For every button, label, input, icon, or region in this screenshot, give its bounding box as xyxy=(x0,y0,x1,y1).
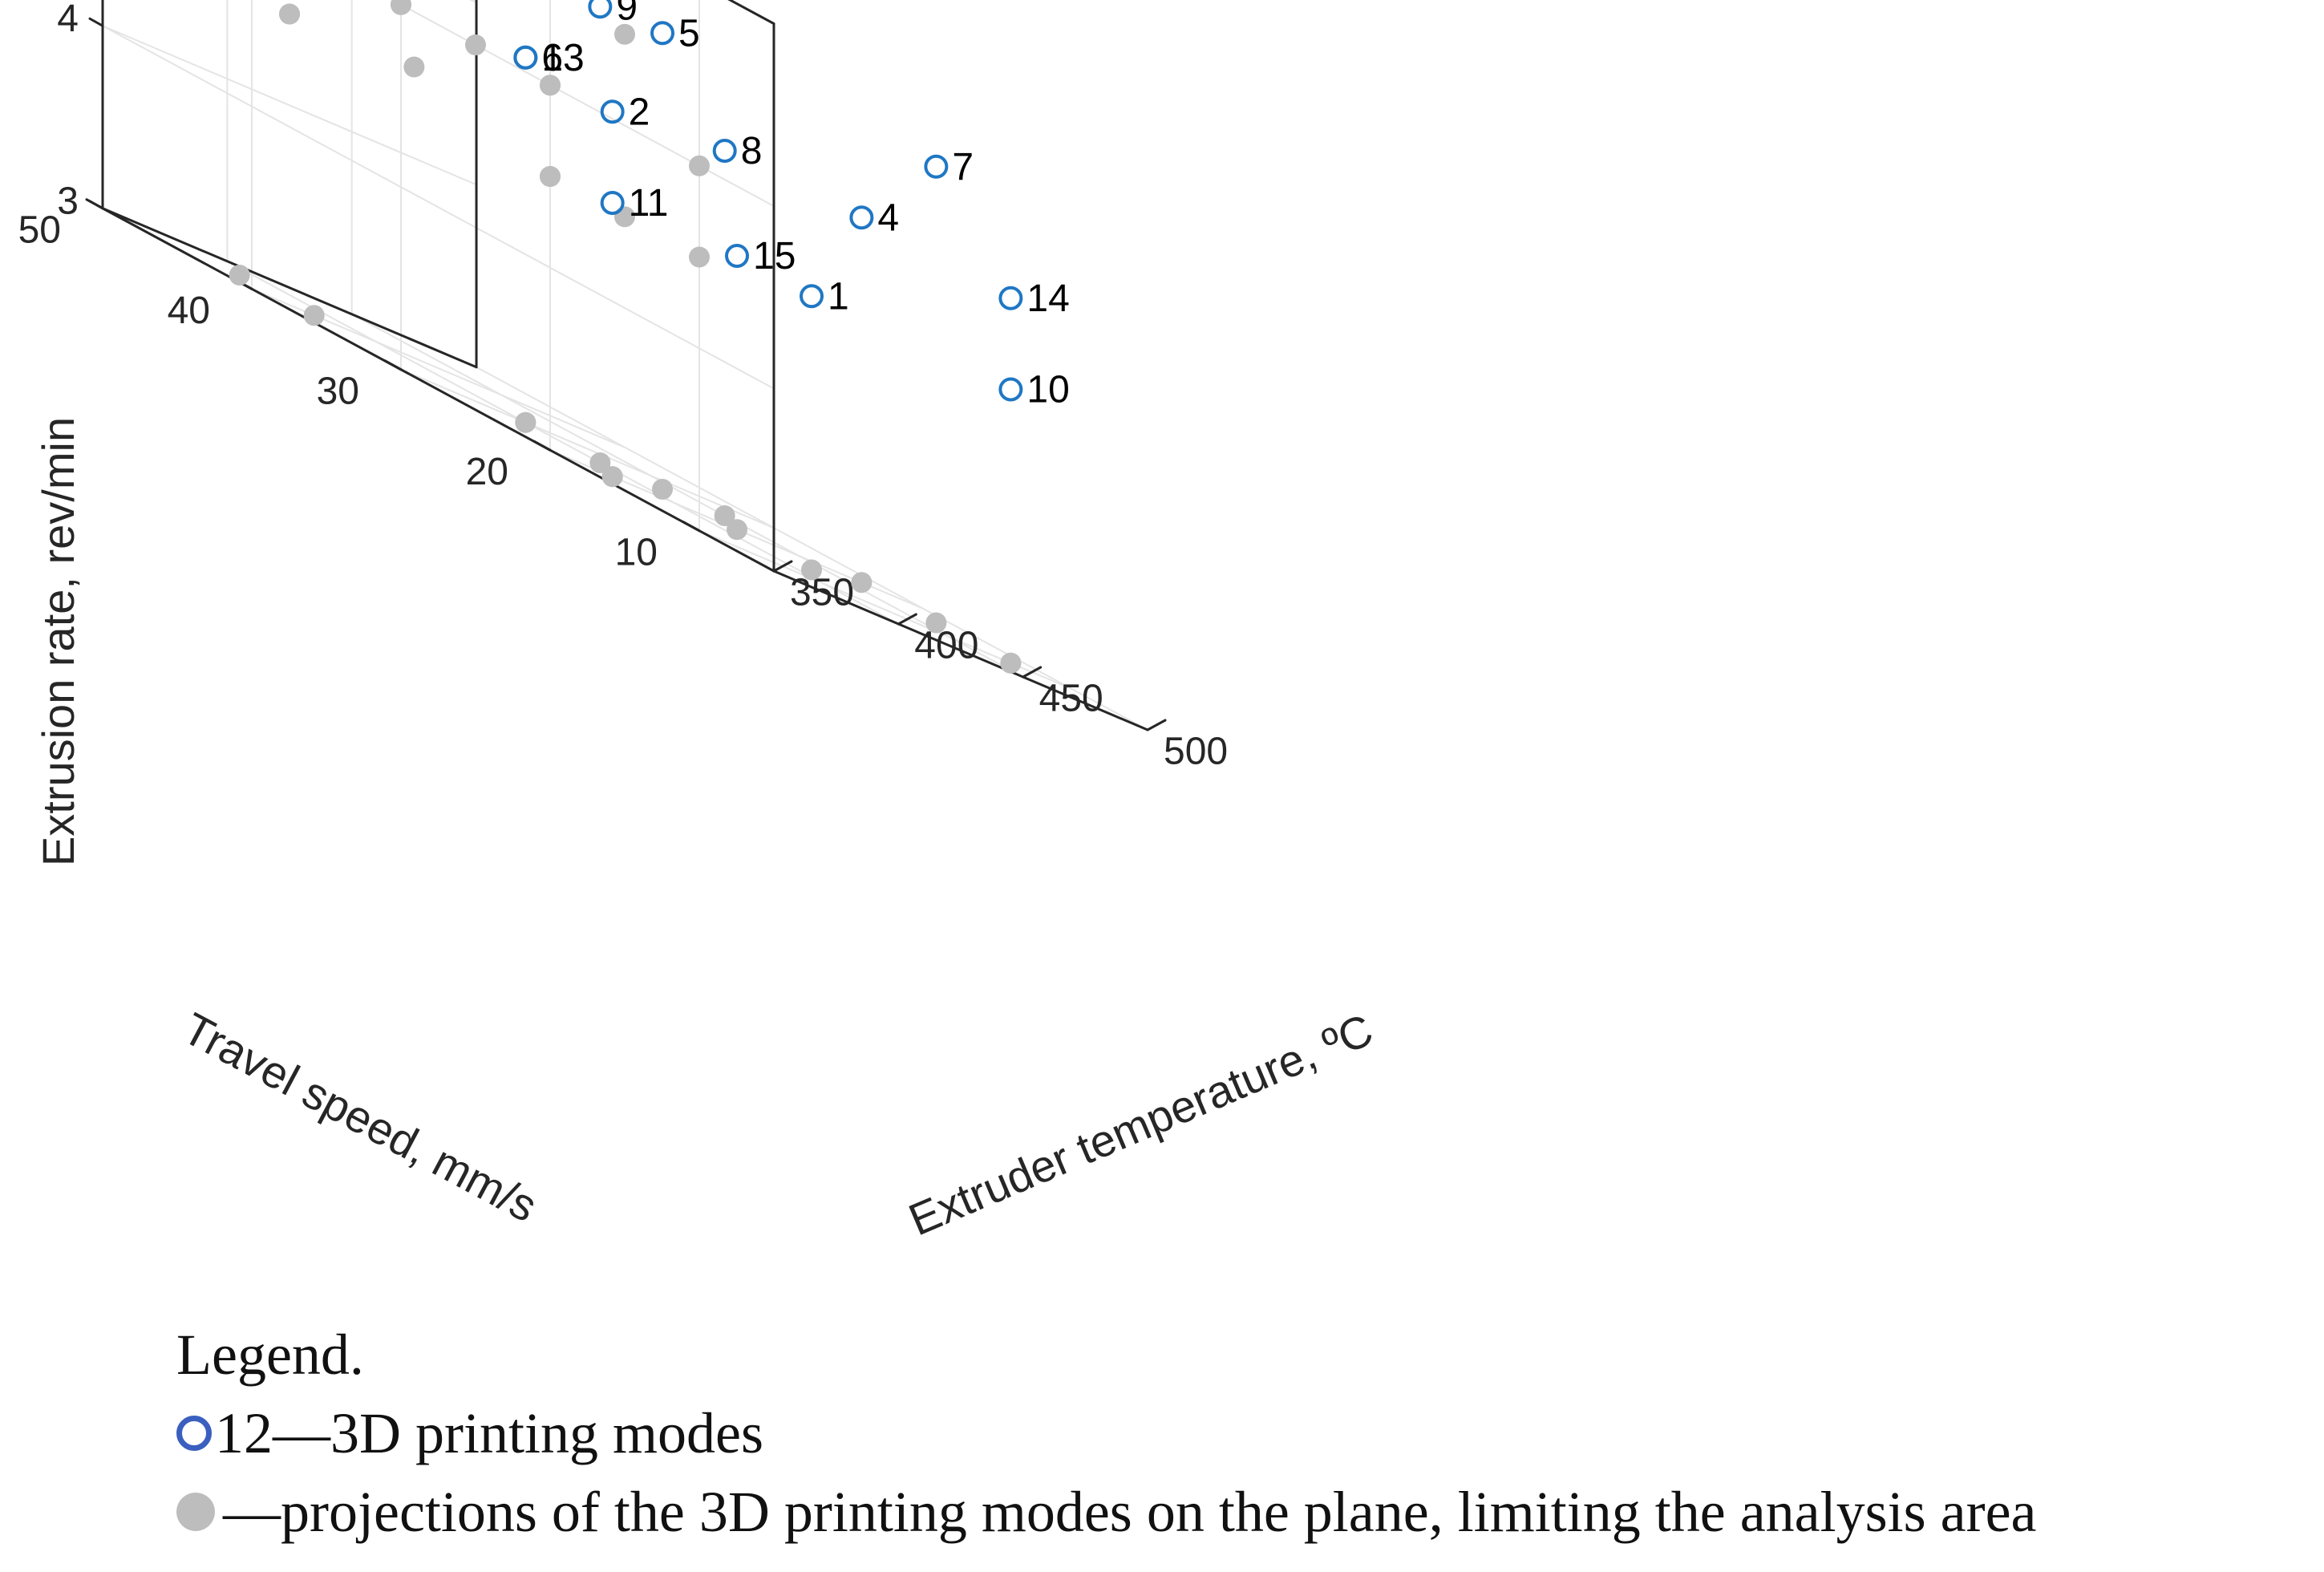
legend-title: Legend. xyxy=(176,1323,364,1387)
projection-point xyxy=(689,155,710,176)
projection-point xyxy=(851,572,873,594)
z-tick-label: 3 xyxy=(57,180,79,222)
grid-line xyxy=(400,368,776,529)
grid-line xyxy=(476,366,1149,731)
x-tick-mark xyxy=(1022,666,1043,679)
grid-line xyxy=(102,25,775,390)
legend-projections-row: —projections of the 3D printing modes on… xyxy=(176,1473,2037,1551)
mode-point xyxy=(600,99,625,124)
mode-point xyxy=(600,191,625,215)
axis-box-edge xyxy=(727,0,775,25)
x-tick-label: 450 xyxy=(1039,678,1103,720)
mode-point-label: 5 xyxy=(678,12,700,55)
y-tick-label: 20 xyxy=(466,451,508,493)
filled-circle-icon xyxy=(176,1493,215,1531)
mode-point-label: 1 xyxy=(828,275,849,318)
z-axis-title: Extrusion rate, rev/min xyxy=(33,417,83,866)
mode-point xyxy=(849,205,874,230)
mode-point xyxy=(924,154,949,179)
mode-point xyxy=(998,377,1023,402)
projection-point xyxy=(727,519,748,541)
x-tick-label: 400 xyxy=(914,625,978,667)
projection-point xyxy=(515,411,536,433)
open-circle-icon xyxy=(176,1416,212,1451)
y-tick-label: 10 xyxy=(615,531,658,573)
legend-title-row: Legend. xyxy=(176,1315,2037,1394)
grid-line xyxy=(226,260,900,625)
grid-line xyxy=(350,313,1024,678)
x-tick-mark xyxy=(772,560,793,573)
mode-point-label: 15 xyxy=(753,235,796,278)
mode-point-label: 4 xyxy=(877,196,899,239)
mode-point xyxy=(725,244,750,268)
projection-point xyxy=(601,466,623,488)
projection-point xyxy=(540,166,561,187)
projection-point xyxy=(1000,652,1022,674)
mode-point-label: 13 xyxy=(541,37,584,79)
axis-box-edge xyxy=(101,207,775,573)
legend-projections-text: —projections of the 3D printing modes on… xyxy=(223,1480,2037,1544)
z-tick-mark xyxy=(88,200,104,210)
x-tick-label: 350 xyxy=(790,572,854,614)
mode-point-label: 11 xyxy=(629,182,669,225)
y-tick-label: 50 xyxy=(18,209,61,251)
grid-line xyxy=(469,0,478,3)
y-tick-label: 30 xyxy=(317,370,359,412)
legend-modes-text: 12—3D printing modes xyxy=(215,1401,763,1465)
projection-point xyxy=(229,265,250,286)
projection-point xyxy=(801,559,823,581)
mode-point xyxy=(650,21,675,46)
grid-line xyxy=(728,0,775,25)
mode-point xyxy=(800,284,824,309)
projection-point xyxy=(689,246,710,268)
x-tick-mark xyxy=(1146,719,1167,731)
x-axis-title: Extruder temperature, ºC xyxy=(901,1004,1379,1246)
projection-point xyxy=(540,75,561,96)
axis-box-edge xyxy=(772,569,1149,731)
projection-point xyxy=(614,23,635,45)
y-tick-mark xyxy=(532,440,552,452)
mode-point xyxy=(588,0,613,19)
mode-point-label: 9 xyxy=(616,0,638,28)
projection-point xyxy=(925,612,947,634)
grid-line xyxy=(391,0,775,207)
grid-line xyxy=(102,25,478,186)
mode-point xyxy=(998,286,1023,310)
z-tick-label: 4 xyxy=(57,0,79,40)
axis-box-edge xyxy=(101,207,478,369)
mode-point-label: 8 xyxy=(741,130,763,172)
projection-point xyxy=(589,452,611,473)
projection-point xyxy=(652,479,674,500)
mode-point-label: 6 xyxy=(541,37,563,79)
x-tick-mark xyxy=(897,613,917,626)
y-axis-title: Travel speed, mm/s xyxy=(175,1003,545,1231)
projection-point xyxy=(403,56,425,78)
z-tick-mark xyxy=(88,17,104,27)
y-tick-mark xyxy=(682,521,701,533)
projection-point xyxy=(714,505,735,526)
mode-point-label: 10 xyxy=(1026,369,1069,411)
mode-point-label: 14 xyxy=(1026,278,1069,320)
mode-point xyxy=(712,139,737,163)
y-tick-label: 40 xyxy=(168,290,210,332)
mode-point-label: 2 xyxy=(629,91,650,133)
chart-3d-scatter: 350 400 450 500 10 20 30 40 503 4 5 6 Extruder tempe… xyxy=(18,0,1380,1246)
mode-point-label: 7 xyxy=(952,146,974,188)
y-tick-mark xyxy=(383,359,403,371)
legend: Legend. 12—3D printing modes —projection… xyxy=(176,1315,2037,1551)
legend-modes-row: 12—3D printing modes xyxy=(176,1394,2037,1473)
projection-point xyxy=(391,0,411,15)
projection-point xyxy=(465,34,486,55)
projection-point xyxy=(279,3,301,25)
mode-point xyxy=(513,45,538,70)
x-tick-label: 500 xyxy=(1164,731,1228,773)
projection-point xyxy=(303,305,325,326)
